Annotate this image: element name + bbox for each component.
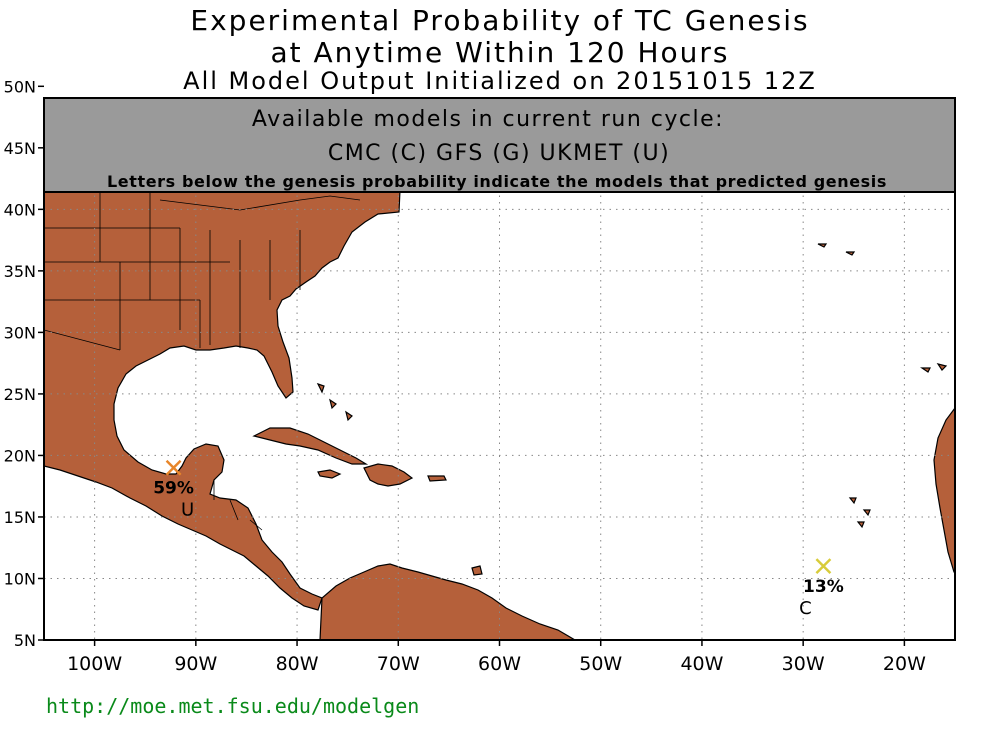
landmass-north-america [44,189,401,611]
lat-tick-label: 30N [4,323,36,342]
genesis-model-letters: U [181,500,194,521]
landmass-azores [817,243,856,256]
banner-heading: Available models in current run cycle: [252,107,724,132]
genesis-model-letters: C [799,598,812,619]
landmass-cape-verde [848,497,871,529]
land-layer [44,189,955,640]
model-banner: Available models in current run cycle: C… [43,97,956,193]
chart-title-line-1: Experimental Probability of TC Genesis [190,4,810,37]
lat-tick-label: 5N [14,631,36,650]
lat-tick-label: 40N [4,200,36,219]
footer-url-link[interactable]: http://moe.met.fsu.edu/modelgen [46,694,420,718]
lat-tick-label: 50N [4,77,36,96]
landmass-hispaniola [363,463,414,487]
latitude-labels: 50N 45N 40N 35N 30N 25N 20N 15N 10N 5N [4,77,36,650]
landmass-trinidad [471,565,483,576]
banner-note: Letters below the genesis probability in… [107,172,887,191]
lon-tick-label: 20W [883,653,926,675]
genesis-markers: 59%U 13%C [153,459,844,619]
lon-tick-label: 50W [579,653,622,675]
lon-tick-label: 90W [174,653,217,675]
lat-tick-label: 25N [4,385,36,404]
landmass-jamaica [317,469,342,479]
lat-tick-label: 10N [4,569,36,588]
genesis-probability-label: 59% [153,479,194,499]
lat-tick-label: 20N [4,446,36,465]
lat-tick-label: 35N [4,262,36,281]
landmass-canary-islands [920,363,948,373]
banner-models: CMC (C) GFS (G) UKMET (U) [328,141,670,166]
lon-tick-label: 100W [67,653,122,675]
axis-ticks [38,85,906,646]
borders-layer [44,190,361,531]
longitude-labels: 100W 90W 80W 70W 60W 50W 40W 30W 20W [67,653,926,675]
lat-tick-label: 45N [4,139,36,158]
lon-tick-label: 30W [782,653,825,675]
genesis-x-marker-icon [165,459,182,476]
lon-tick-label: 70W [377,653,420,675]
landmass-south-america [319,563,577,640]
landmass-puerto-rico [427,475,447,482]
landmass-bahamas [316,382,353,422]
chart-title-line-2: at Anytime Within 120 Hours [270,36,730,69]
chart-title-line-3: All Model Output Initialized on 20151015… [183,67,817,95]
lon-tick-label: 80W [276,653,319,675]
lon-tick-label: 60W [478,653,521,675]
lon-tick-label: 40W [680,653,723,675]
genesis-x-marker-icon [815,558,832,575]
lat-tick-label: 15N [4,508,36,527]
genesis-probability-label: 13% [803,577,844,597]
